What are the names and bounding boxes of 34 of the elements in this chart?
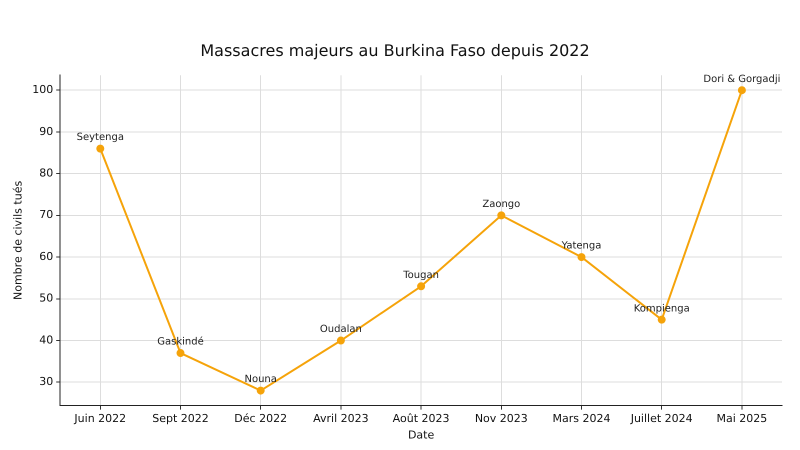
annotation: Yatenga xyxy=(560,240,602,252)
y-tick-label: 30 xyxy=(39,375,54,388)
x-tick-label: Sept 2022 xyxy=(152,412,209,426)
annotation: Zaongo xyxy=(482,198,520,210)
y-axis-title: Nombre de civils tués xyxy=(11,180,24,300)
point xyxy=(417,282,426,290)
y-tick-label: 60 xyxy=(39,250,54,263)
point xyxy=(578,253,586,262)
y-tick-label: 80 xyxy=(39,166,54,180)
point xyxy=(176,349,184,358)
x-tick-label: Mai 2025 xyxy=(716,412,768,426)
annotation: Dori & Gorgadji xyxy=(703,74,780,85)
x-tick-label: Avril 2023 xyxy=(313,412,369,426)
x-tick-label: Mars 2024 xyxy=(552,412,610,426)
y-tick-label: 90 xyxy=(39,124,54,138)
annotation: Nouna xyxy=(244,374,277,386)
y-tick-label: 50 xyxy=(39,292,54,305)
x-tick-label: Déc 2022 xyxy=(234,412,288,426)
point xyxy=(336,336,345,345)
point xyxy=(96,144,104,153)
x-tick-label: Août 2023 xyxy=(392,412,450,426)
y-tick-label: 100 xyxy=(32,83,54,96)
chart-title: Massacres majeurs au Burkina Faso depuis 2022 xyxy=(200,40,590,60)
point xyxy=(738,86,746,94)
x-axis-title: Date xyxy=(408,428,434,442)
x-tick-label: Juin 2022 xyxy=(73,412,126,426)
point xyxy=(256,386,265,395)
point xyxy=(497,211,506,220)
annotation: Seytenga xyxy=(76,132,124,144)
y-tick-label: 40 xyxy=(39,333,54,346)
y-tick-label: 70 xyxy=(39,208,54,222)
x-tick-label: Nov 2023 xyxy=(474,412,528,426)
x-tick-label: Juillet 2024 xyxy=(630,412,693,426)
point xyxy=(658,316,666,324)
